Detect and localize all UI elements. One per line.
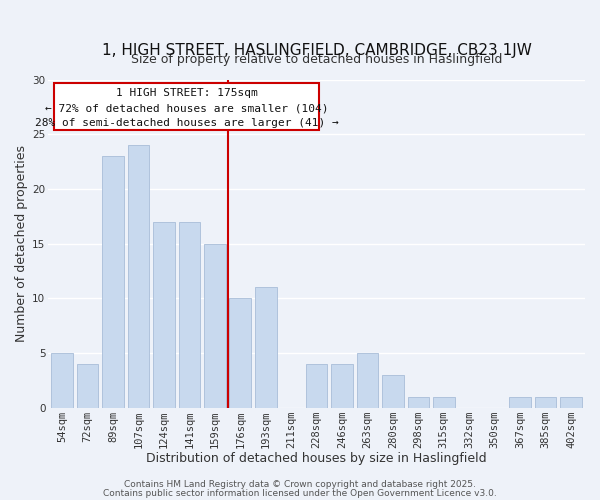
Bar bbox=[433, 396, 455, 407]
Y-axis label: Number of detached properties: Number of detached properties bbox=[15, 145, 28, 342]
Bar bbox=[102, 156, 124, 407]
Bar bbox=[255, 288, 277, 408]
Bar bbox=[306, 364, 328, 408]
FancyBboxPatch shape bbox=[53, 83, 319, 130]
Bar bbox=[535, 396, 556, 407]
Bar bbox=[560, 396, 582, 407]
Text: 28% of semi-detached houses are larger (41) →: 28% of semi-detached houses are larger (… bbox=[35, 118, 338, 128]
Bar bbox=[229, 298, 251, 408]
Title: 1, HIGH STREET, HASLINGFIELD, CAMBRIDGE, CB23 1JW: 1, HIGH STREET, HASLINGFIELD, CAMBRIDGE,… bbox=[101, 42, 532, 58]
Text: Size of property relative to detached houses in Haslingfield: Size of property relative to detached ho… bbox=[131, 54, 502, 66]
Bar bbox=[179, 222, 200, 408]
Text: 1 HIGH STREET: 175sqm: 1 HIGH STREET: 175sqm bbox=[116, 88, 257, 98]
Text: ← 72% of detached houses are smaller (104): ← 72% of detached houses are smaller (10… bbox=[44, 104, 328, 114]
Bar bbox=[128, 145, 149, 407]
X-axis label: Distribution of detached houses by size in Haslingfield: Distribution of detached houses by size … bbox=[146, 452, 487, 465]
Bar bbox=[77, 364, 98, 408]
Bar bbox=[382, 375, 404, 408]
Text: Contains public sector information licensed under the Open Government Licence v3: Contains public sector information licen… bbox=[103, 488, 497, 498]
Bar bbox=[407, 396, 429, 407]
Bar bbox=[331, 364, 353, 408]
Bar bbox=[356, 353, 378, 408]
Bar bbox=[153, 222, 175, 408]
Bar bbox=[52, 353, 73, 408]
Bar bbox=[509, 396, 531, 407]
Bar bbox=[204, 244, 226, 408]
Text: Contains HM Land Registry data © Crown copyright and database right 2025.: Contains HM Land Registry data © Crown c… bbox=[124, 480, 476, 489]
